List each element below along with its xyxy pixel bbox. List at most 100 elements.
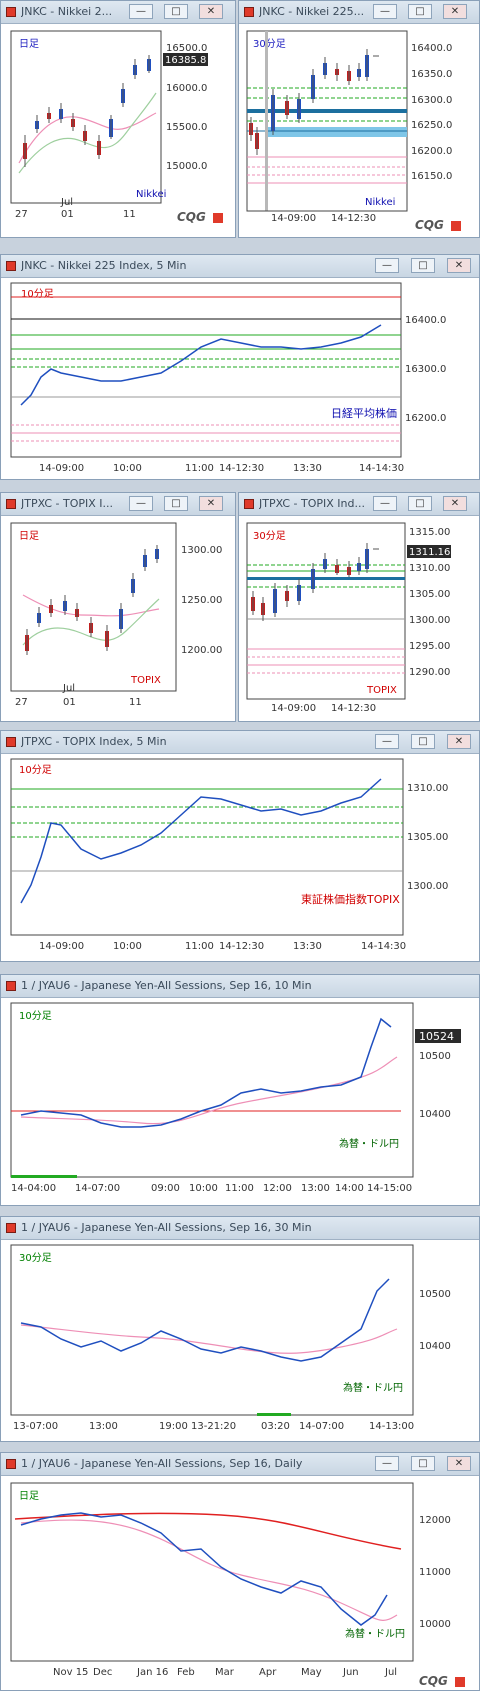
period-label: 10分足 — [19, 1010, 52, 1022]
close-button[interactable]: ✕ — [199, 4, 223, 19]
restore-button[interactable]: □ — [411, 1456, 435, 1471]
title-bar[interactable]: JTPXC - TOPIX Index, 5 Min — □ ✕ — [1, 731, 479, 754]
x-label: 09:00 — [151, 1183, 180, 1194]
chart-canvas[interactable]: 10分足 為替・ドル円 10524 10500 10400 14-04:00 1… — [1, 997, 480, 1206]
restore-button[interactable]: □ — [164, 4, 188, 19]
title-bar[interactable]: JNKC - Nikkei 2... — □ ✕ — [1, 1, 235, 24]
x-label: 27 — [15, 697, 28, 708]
symbol-label: Nikkei — [365, 197, 395, 208]
x-label: 12:00 — [263, 1183, 292, 1194]
restore-button[interactable]: □ — [411, 734, 435, 749]
candles — [251, 543, 379, 621]
x-label: 14-09:00 — [271, 213, 316, 224]
window-title: 1 / JYAU6 - Japanese Yen-All Sessions, S… — [21, 979, 312, 992]
period-label: 10分足 — [19, 764, 52, 776]
chart-window-yen-daily[interactable]: 1 / JYAU6 - Japanese Yen-All Sessions, S… — [0, 1452, 480, 1691]
x-label: 01 — [61, 209, 74, 220]
close-button[interactable]: ✕ — [443, 496, 467, 511]
close-button[interactable]: ✕ — [199, 496, 223, 511]
app-icon — [6, 1459, 16, 1469]
chart-canvas[interactable]: 30分足 TOPIX 1311.16 1315.00 1310.00 1 — [239, 515, 480, 722]
x-label: 14-14:30 — [359, 463, 404, 474]
minimize-button[interactable]: — — [129, 496, 153, 511]
window-title: 1 / JYAU6 - Japanese Yen-All Sessions, S… — [21, 1221, 312, 1234]
x-label: 14-12:30 — [219, 941, 264, 952]
close-button[interactable]: ✕ — [447, 258, 471, 273]
minimize-button[interactable]: — — [375, 258, 399, 273]
title-bar[interactable]: 1 / JYAU6 - Japanese Yen-All Sessions, S… — [1, 1217, 479, 1240]
y-label: 10500 — [419, 1289, 451, 1300]
window-title: 1 / JYAU6 - Japanese Yen-All Sessions, S… — [21, 1457, 303, 1470]
symbol-label: 為替・ドル円 — [339, 1137, 399, 1150]
chart-window-nikkei-5min[interactable]: JNKC - Nikkei 225 Index, 5 Min — □ ✕ 10分… — [0, 254, 480, 480]
candles — [23, 55, 151, 167]
y-label: 16200.0 — [405, 413, 446, 424]
window-title: JNKC - Nikkei 225 Index, 5 Min — [21, 259, 187, 272]
restore-button[interactable]: □ — [411, 258, 435, 273]
title-bar[interactable]: JTPXC - TOPIX I... — □ ✕ — [1, 493, 235, 516]
x-label: 11 — [129, 697, 142, 708]
title-bar[interactable]: JTPXC - TOPIX Ind... — □ ✕ — [239, 493, 479, 516]
x-label: Jun — [342, 1667, 359, 1678]
x-label: 14-12:30 — [219, 463, 264, 474]
chart-window-topix-30min[interactable]: JTPXC - TOPIX Ind... — □ ✕ 30分足 TOPIX — [238, 492, 480, 722]
chart-window-nikkei-daily[interactable]: JNKC - Nikkei 2... — □ ✕ 日足 Nikkei 16385… — [0, 0, 236, 238]
restore-button[interactable]: □ — [408, 4, 432, 19]
y-label: 15000.0 — [166, 161, 207, 172]
symbol-label: 為替・ドル円 — [343, 1381, 403, 1394]
title-bar[interactable]: JNKC - Nikkei 225 Index, 5 Min — □ ✕ — [1, 255, 479, 278]
chart-window-nikkei-30min[interactable]: JNKC - Nikkei 225... — □ ✕ 30分足 Nikkei — [238, 0, 480, 238]
y-label: 16400.0 — [405, 315, 446, 326]
minimize-button[interactable]: — — [373, 496, 397, 511]
x-label: 01 — [63, 697, 76, 708]
y-label: 11000 — [419, 1567, 451, 1578]
x-label: 14-14:30 — [361, 941, 406, 952]
chart-window-yen-30min[interactable]: 1 / JYAU6 - Japanese Yen-All Sessions, S… — [0, 1216, 480, 1442]
chart-canvas[interactable]: 日足 Nikkei 16385.8 16500.0 16000.0 15500.… — [1, 23, 236, 238]
x-label: 14-07:00 — [299, 1421, 344, 1432]
title-bar[interactable]: 1 / JYAU6 - Japanese Yen-All Sessions, S… — [1, 975, 479, 998]
period-label: 日足 — [19, 530, 39, 542]
close-button[interactable]: ✕ — [447, 1456, 471, 1471]
title-bar[interactable]: 1 / JYAU6 - Japanese Yen-All Sessions, S… — [1, 1453, 479, 1476]
chart-canvas[interactable]: 30分足 Nikkei 16400.0 16350.0 16300.0 — [239, 23, 480, 238]
app-icon — [244, 499, 254, 509]
close-button[interactable]: ✕ — [443, 4, 467, 19]
symbol-label: Nikkei — [136, 189, 166, 200]
chart-canvas[interactable]: 30分足 為替・ドル円 10500 10400 13-07:00 13:00 1… — [1, 1239, 480, 1442]
close-button[interactable]: ✕ — [447, 734, 471, 749]
x-label: 14-09:00 — [271, 703, 316, 714]
x-label: 10:00 — [113, 463, 142, 474]
x-label: Mar — [215, 1667, 235, 1678]
x-label: 13:30 — [293, 463, 322, 474]
x-label: 14-04:00 — [11, 1183, 56, 1194]
app-icon — [244, 7, 254, 17]
symbol-label: 日経平均株価 — [331, 406, 397, 420]
x-label: 11:00 — [185, 941, 214, 952]
cqg-logo: CQG — [177, 210, 206, 224]
chart-window-yen-10min[interactable]: 1 / JYAU6 - Japanese Yen-All Sessions, S… — [0, 974, 480, 1206]
chart-window-topix-5min[interactable]: JTPXC - TOPIX Index, 5 Min — □ ✕ 10分足 東証… — [0, 730, 480, 962]
x-label: Dec — [93, 1667, 112, 1678]
minimize-button[interactable]: — — [373, 4, 397, 19]
x-label: 14-09:00 — [39, 463, 84, 474]
chart-window-topix-daily[interactable]: JTPXC - TOPIX I... — □ ✕ 日足 TOPIX 1300.0… — [0, 492, 236, 722]
y-label: 1310.00 — [409, 563, 450, 574]
cqg-logo-icon — [451, 221, 461, 231]
restore-button[interactable]: □ — [164, 496, 188, 511]
minimize-button[interactable]: — — [375, 1456, 399, 1471]
chart-canvas[interactable]: 日足 TOPIX 1300.00 1250.00 1200.00 27 01 J… — [1, 515, 236, 722]
y-label: 10000 — [419, 1619, 451, 1630]
x-label: 11 — [123, 209, 136, 220]
y-label: 16350.0 — [411, 69, 452, 80]
symbol-label: 為替・ドル円 — [345, 1627, 405, 1640]
chart-canvas[interactable]: 10分足 東証株価指数TOPIX 1310.00 1305.00 1300.00… — [1, 753, 480, 962]
chart-canvas[interactable]: 日足 為替・ドル円 12000 11000 10000 Nov 15 Dec J… — [1, 1475, 480, 1691]
restore-button[interactable]: □ — [408, 496, 432, 511]
title-bar[interactable]: JNKC - Nikkei 225... — □ ✕ — [239, 1, 479, 24]
chart-canvas[interactable]: 10分足 日経平均株価 16400.0 16300.0 16200.0 14-0… — [1, 277, 480, 480]
minimize-button[interactable]: — — [129, 4, 153, 19]
symbol-label: 東証株価指数TOPIX — [301, 892, 400, 906]
symbol-label: TOPIX — [366, 685, 397, 696]
minimize-button[interactable]: — — [375, 734, 399, 749]
